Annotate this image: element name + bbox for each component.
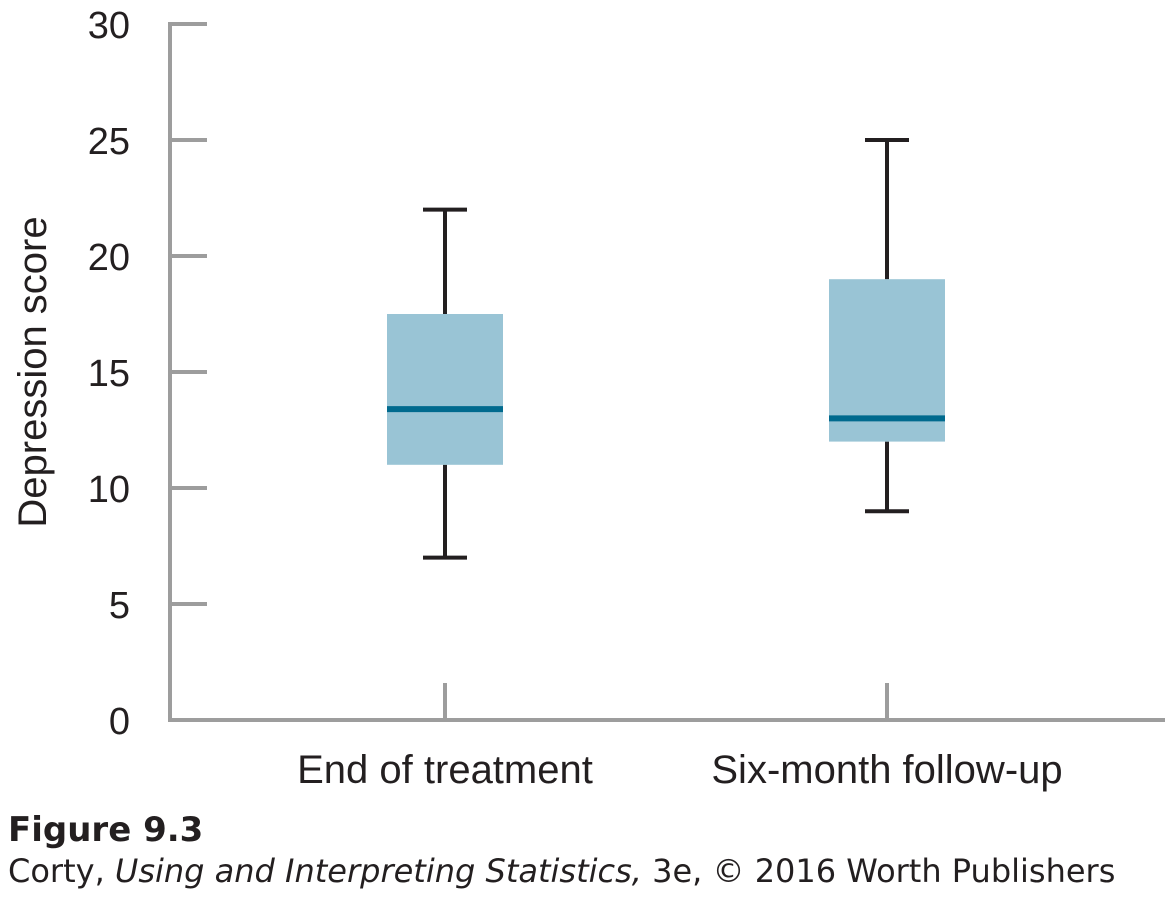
x-category-label: End of treatment <box>297 748 593 792</box>
interquartile-box <box>829 279 945 442</box>
credit-book-title: Using and Interpreting Statistics, <box>114 852 642 890</box>
y-tick-label: 0 <box>109 701 130 743</box>
y-tick-label: 25 <box>88 121 130 163</box>
y-tick-label: 20 <box>88 237 130 279</box>
box-series <box>387 138 945 560</box>
y-tick-label: 30 <box>88 5 130 47</box>
box-plot-group <box>387 207 503 560</box>
credit-author: Corty, <box>8 852 115 890</box>
figure-label: Figure 9.3 <box>8 810 204 850</box>
interquartile-box <box>387 314 503 465</box>
x-axis-ticks <box>443 683 889 720</box>
box-plot-chart: 0 5 10 15 20 25 30 End of treatment Six-month f… <box>11 5 1165 792</box>
y-tick-label: 10 <box>88 469 130 511</box>
y-axis-ticks: 0 5 10 15 20 25 30 <box>88 5 207 743</box>
y-tick-label: 5 <box>109 585 130 627</box>
x-category-label: Six-month follow-up <box>711 748 1062 792</box>
y-axis-title: Depression score <box>11 216 55 527</box>
box-plot-group <box>829 138 945 514</box>
figure-credit: Corty, Using and Interpreting Statistics… <box>8 852 1115 890</box>
credit-edition-publisher: 3e, © 2016 Worth Publishers <box>641 852 1116 890</box>
x-axis-category-labels: End of treatment Six-month follow-up <box>297 748 1062 792</box>
y-tick-label: 15 <box>88 353 130 395</box>
